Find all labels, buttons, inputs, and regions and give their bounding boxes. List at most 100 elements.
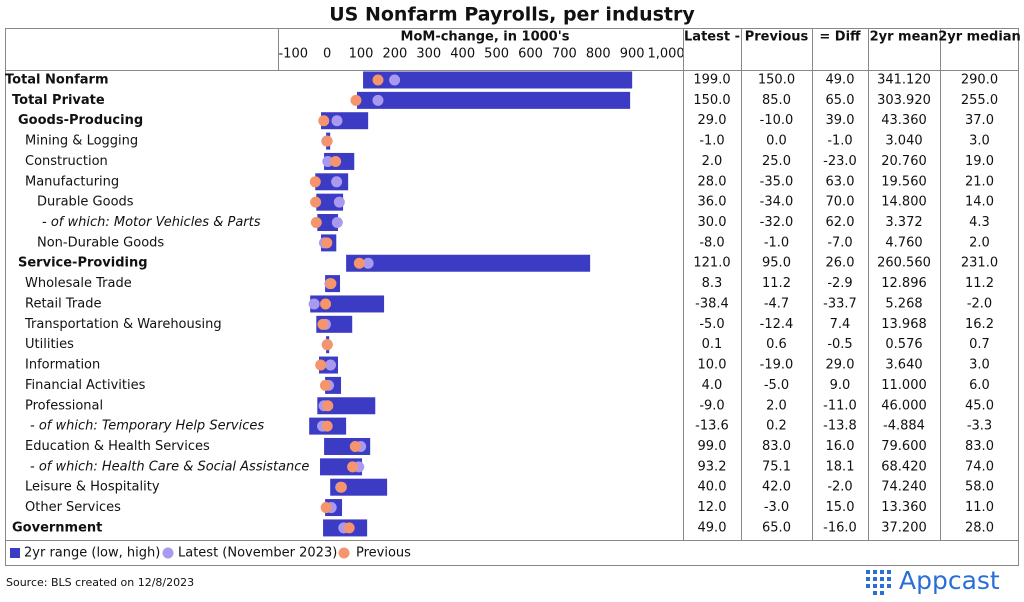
table-cell: 36.0 <box>698 195 727 210</box>
table-cell: 62.0 <box>826 215 855 230</box>
previous-dot <box>325 278 337 290</box>
previous-dot <box>335 481 347 493</box>
table-cell: 121.0 <box>693 256 730 271</box>
table-cell: 16.0 <box>826 439 855 454</box>
table-cell: 79.600 <box>881 439 927 454</box>
table-cell: 83.0 <box>965 439 994 454</box>
table-cell: 0.7 <box>969 337 990 352</box>
previous-dot <box>320 502 332 514</box>
table-cell: 231.0 <box>961 256 998 271</box>
table-cell: -2.9 <box>827 276 852 291</box>
row-label: Construction <box>25 154 108 169</box>
table-cell: 290.0 <box>961 73 998 88</box>
previous-dot <box>330 155 342 167</box>
legend-swatch <box>10 548 20 558</box>
table-cell: 11.0 <box>965 500 994 515</box>
latest-dot <box>372 94 384 106</box>
x-tick-label: -100 <box>278 47 308 62</box>
table-cell: 39.0 <box>826 113 855 128</box>
row-label: Education & Health Services <box>25 439 210 454</box>
latest-dot <box>325 359 337 371</box>
table-cell: 303.920 <box>877 93 931 108</box>
latest-dot <box>389 74 401 86</box>
table-cell: 341.120 <box>877 73 931 88</box>
table-cell: 2.0 <box>702 154 723 169</box>
legend-swatch <box>162 547 174 559</box>
table-cell: -11.0 <box>823 398 857 413</box>
table-cell: 3.040 <box>885 134 922 149</box>
x-tick-label: 400 <box>450 47 475 62</box>
table-cell: 5.268 <box>885 296 922 311</box>
table-cell: 14.800 <box>881 195 927 210</box>
table-cell: -4.884 <box>883 419 925 434</box>
previous-dot <box>343 522 355 534</box>
legend-swatch <box>338 547 350 559</box>
table-cell: 3.0 <box>969 358 990 373</box>
x-tick-label: 500 <box>484 47 509 62</box>
table-cell: 7.4 <box>830 317 851 332</box>
table-cell: 4.760 <box>885 235 922 250</box>
previous-dot <box>321 237 333 249</box>
x-tick-label: 800 <box>586 47 611 62</box>
previous-dot <box>350 94 362 106</box>
column-header: = Diff <box>819 30 861 45</box>
table-cell: 2.0 <box>969 235 990 250</box>
table-cell: -38.4 <box>695 296 729 311</box>
x-tick-label: 1,000 <box>647 47 684 62</box>
table-cell: -10.0 <box>760 113 794 128</box>
table-cell: -3.0 <box>764 500 789 515</box>
table-cell: -13.8 <box>823 419 857 434</box>
x-tick-label: 700 <box>552 47 577 62</box>
row-label: Government <box>12 520 102 535</box>
x-tick-label: 0 <box>323 47 331 62</box>
previous-dot <box>319 379 331 391</box>
table-cell: 0.1 <box>702 337 723 352</box>
previous-dot <box>320 298 332 310</box>
row-label: Financial Activities <box>25 378 146 393</box>
table-cell: 95.0 <box>762 256 791 271</box>
x-axis-title: MoM-change, in 1000's <box>401 30 570 45</box>
row-label: Total Nonfarm <box>5 73 109 88</box>
table-cell: 6.0 <box>969 378 990 393</box>
table-cell: 2.0 <box>766 398 787 413</box>
x-tick-label: 900 <box>620 47 645 62</box>
table-cell: 260.560 <box>877 256 931 271</box>
previous-dot <box>353 257 365 269</box>
table-cell: 83.0 <box>762 439 791 454</box>
logo-icon <box>866 570 891 595</box>
table-cell: 46.000 <box>881 398 927 413</box>
table-cell: 65.0 <box>762 520 791 535</box>
table-cell: 29.0 <box>826 358 855 373</box>
table-cell: 42.0 <box>762 480 791 495</box>
table-cell: 13.360 <box>881 500 927 515</box>
previous-dot <box>349 440 361 452</box>
table-cell: 8.3 <box>702 276 723 291</box>
table-cell: 11.2 <box>762 276 791 291</box>
table-cell: 10.0 <box>698 358 727 373</box>
row-label: Transportation & Warehousing <box>24 317 222 332</box>
table-cell: -8.0 <box>699 235 724 250</box>
x-tick-label: 200 <box>383 47 408 62</box>
latest-dot <box>331 217 343 229</box>
table-cell: -1.0 <box>699 134 724 149</box>
table-cell: -33.7 <box>823 296 857 311</box>
table-cell: -4.7 <box>764 296 789 311</box>
table-cell: 70.0 <box>826 195 855 210</box>
x-tick-label: 600 <box>518 47 543 62</box>
latest-dot <box>331 176 343 188</box>
previous-dot <box>372 74 384 86</box>
previous-dot <box>309 176 321 188</box>
table-cell: 28.0 <box>965 520 994 535</box>
previous-dot <box>322 400 334 412</box>
table-cell: 0.6 <box>766 337 787 352</box>
table-cell: 28.0 <box>698 174 727 189</box>
table-cell: 45.0 <box>965 398 994 413</box>
table-cell: 74.0 <box>965 459 994 474</box>
table-cell: 12.896 <box>881 276 927 291</box>
table-cell: -19.0 <box>760 358 794 373</box>
range-bar <box>321 112 369 130</box>
row-label: Manufacturing <box>25 174 119 189</box>
x-tick-label: 300 <box>416 47 441 62</box>
row-label: Mining & Logging <box>25 134 138 149</box>
table-cell: 11.000 <box>881 378 927 393</box>
